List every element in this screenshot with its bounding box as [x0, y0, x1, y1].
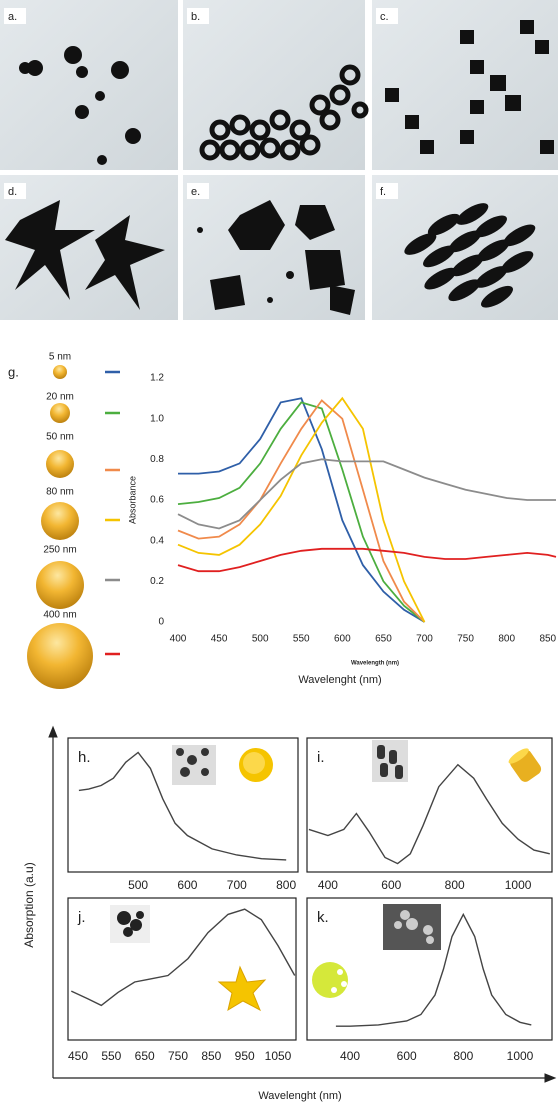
x-tick-label: 950	[235, 1049, 255, 1063]
tem-label: b.	[191, 11, 200, 23]
x-tick-label: 800	[453, 1049, 473, 1063]
x-tick-label: 550	[101, 1049, 121, 1063]
legend-label: 250 nm	[43, 545, 76, 556]
legend-label: 5 nm	[49, 352, 71, 363]
legend-label: 80 nm	[46, 487, 74, 498]
y-tick-label: 0.4	[150, 535, 164, 546]
legend-label: 20 nm	[46, 392, 74, 403]
x-tick-label: 600	[397, 1049, 417, 1063]
y-tick-label: 1.0	[150, 413, 164, 424]
x-tick-label: 750	[457, 634, 474, 645]
panel-label: i.	[317, 749, 325, 766]
x-tick-label: 400	[318, 878, 338, 892]
series-line	[178, 400, 425, 622]
tem-label: a.	[8, 11, 17, 23]
tem-images	[0, 0, 558, 332]
y-tick-label: 1.2	[150, 373, 164, 384]
legend-label: 400 nm	[43, 610, 76, 621]
x-tick-label: 650	[375, 634, 392, 645]
x-tick-label: 700	[227, 878, 247, 892]
y-tick-label: 0.8	[150, 454, 164, 465]
x-tick-label: 600	[177, 878, 197, 892]
tem-label: e.	[191, 186, 200, 198]
x-tick-label: 400	[170, 634, 187, 645]
panel-label: g.	[8, 364, 19, 379]
y-axis-label: Absorption (a.u)	[22, 862, 36, 947]
x-tick-label: 650	[135, 1049, 155, 1063]
x-axis-label: Wavelenght (nm)	[258, 1090, 341, 1102]
x-tick-label: 750	[168, 1049, 188, 1063]
x-tick-label: 1050	[265, 1049, 292, 1063]
tem-label: c.	[380, 11, 389, 23]
x-tick-label: 400	[340, 1049, 360, 1063]
x-tick-label: 450	[68, 1049, 88, 1063]
x-tick-label: 800	[498, 634, 515, 645]
x-tick-label: 1000	[507, 1049, 534, 1063]
outer-axes	[49, 727, 555, 1082]
panel-label: k.	[317, 909, 329, 926]
figure: Absorption (a.u) Wavelenght (nm) a. b. c. d…	[0, 0, 558, 1103]
x-axis-label: Wavelenght (nm)	[298, 674, 381, 686]
size-circles	[27, 365, 93, 689]
x-tick-label: 800	[445, 878, 465, 892]
x-tick-label: 850	[539, 634, 556, 645]
x-tick-label: 850	[201, 1049, 221, 1063]
series-line	[178, 398, 425, 622]
x-tick-label: 800	[276, 878, 296, 892]
tem-label: f.	[380, 186, 386, 198]
panel-label: j.	[77, 909, 86, 926]
axis-annotation: Wavelength (nm)	[351, 661, 399, 667]
series-line	[178, 459, 556, 528]
x-tick-label: 500	[128, 878, 148, 892]
x-tick-label: 1000	[505, 878, 532, 892]
legend-label: 50 nm	[46, 432, 74, 443]
y-tick-label: 0.6	[150, 495, 164, 506]
x-tick-label: 450	[211, 634, 228, 645]
x-tick-label: 700	[416, 634, 433, 645]
y-axis-label: Absorbance	[127, 476, 137, 524]
x-tick-label: 500	[252, 634, 269, 645]
x-tick-label: 550	[293, 634, 310, 645]
tem-label: d.	[8, 186, 17, 198]
series-line	[71, 909, 294, 1005]
x-tick-label: 600	[334, 634, 351, 645]
series-line	[178, 402, 425, 622]
y-tick-label: 0	[158, 617, 164, 628]
series-line	[178, 549, 556, 571]
series-line	[178, 398, 425, 622]
y-tick-label: 0.2	[150, 576, 164, 587]
x-tick-label: 600	[381, 878, 401, 892]
panel-label: h.	[78, 749, 91, 766]
series-line	[309, 765, 550, 864]
